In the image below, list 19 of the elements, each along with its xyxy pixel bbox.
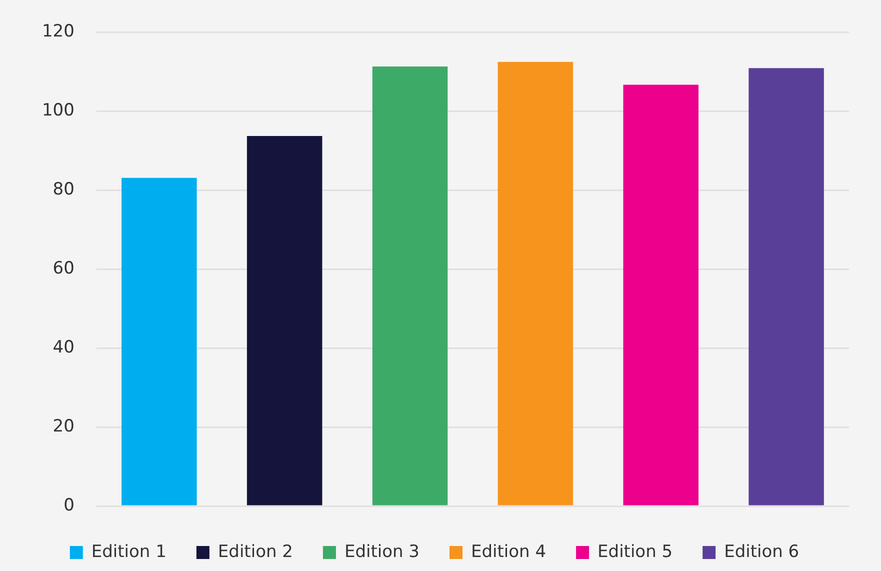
y-tick-label: 20 — [52, 416, 74, 436]
legend-label: Edition 3 — [344, 542, 420, 562]
legend-label: Edition 6 — [724, 542, 800, 562]
legend-label: Edition 4 — [471, 542, 546, 562]
y-tick-label: 80 — [52, 180, 74, 200]
bar — [623, 84, 698, 506]
y-tick-label: 100 — [42, 100, 74, 121]
legend-label: Edition 2 — [218, 542, 293, 562]
y-tick-label: 0 — [64, 495, 74, 516]
bar — [246, 136, 322, 506]
y-tick-label: 120 — [42, 22, 74, 42]
y-tick-label: 40 — [52, 337, 74, 358]
bar — [122, 178, 197, 506]
bar — [748, 68, 824, 506]
y-tick-label: 60 — [52, 258, 74, 279]
bar — [498, 62, 574, 506]
legend-label: Edition 1 — [91, 542, 166, 562]
bar — [372, 66, 448, 506]
legend-label: Edition 5 — [598, 542, 673, 562]
